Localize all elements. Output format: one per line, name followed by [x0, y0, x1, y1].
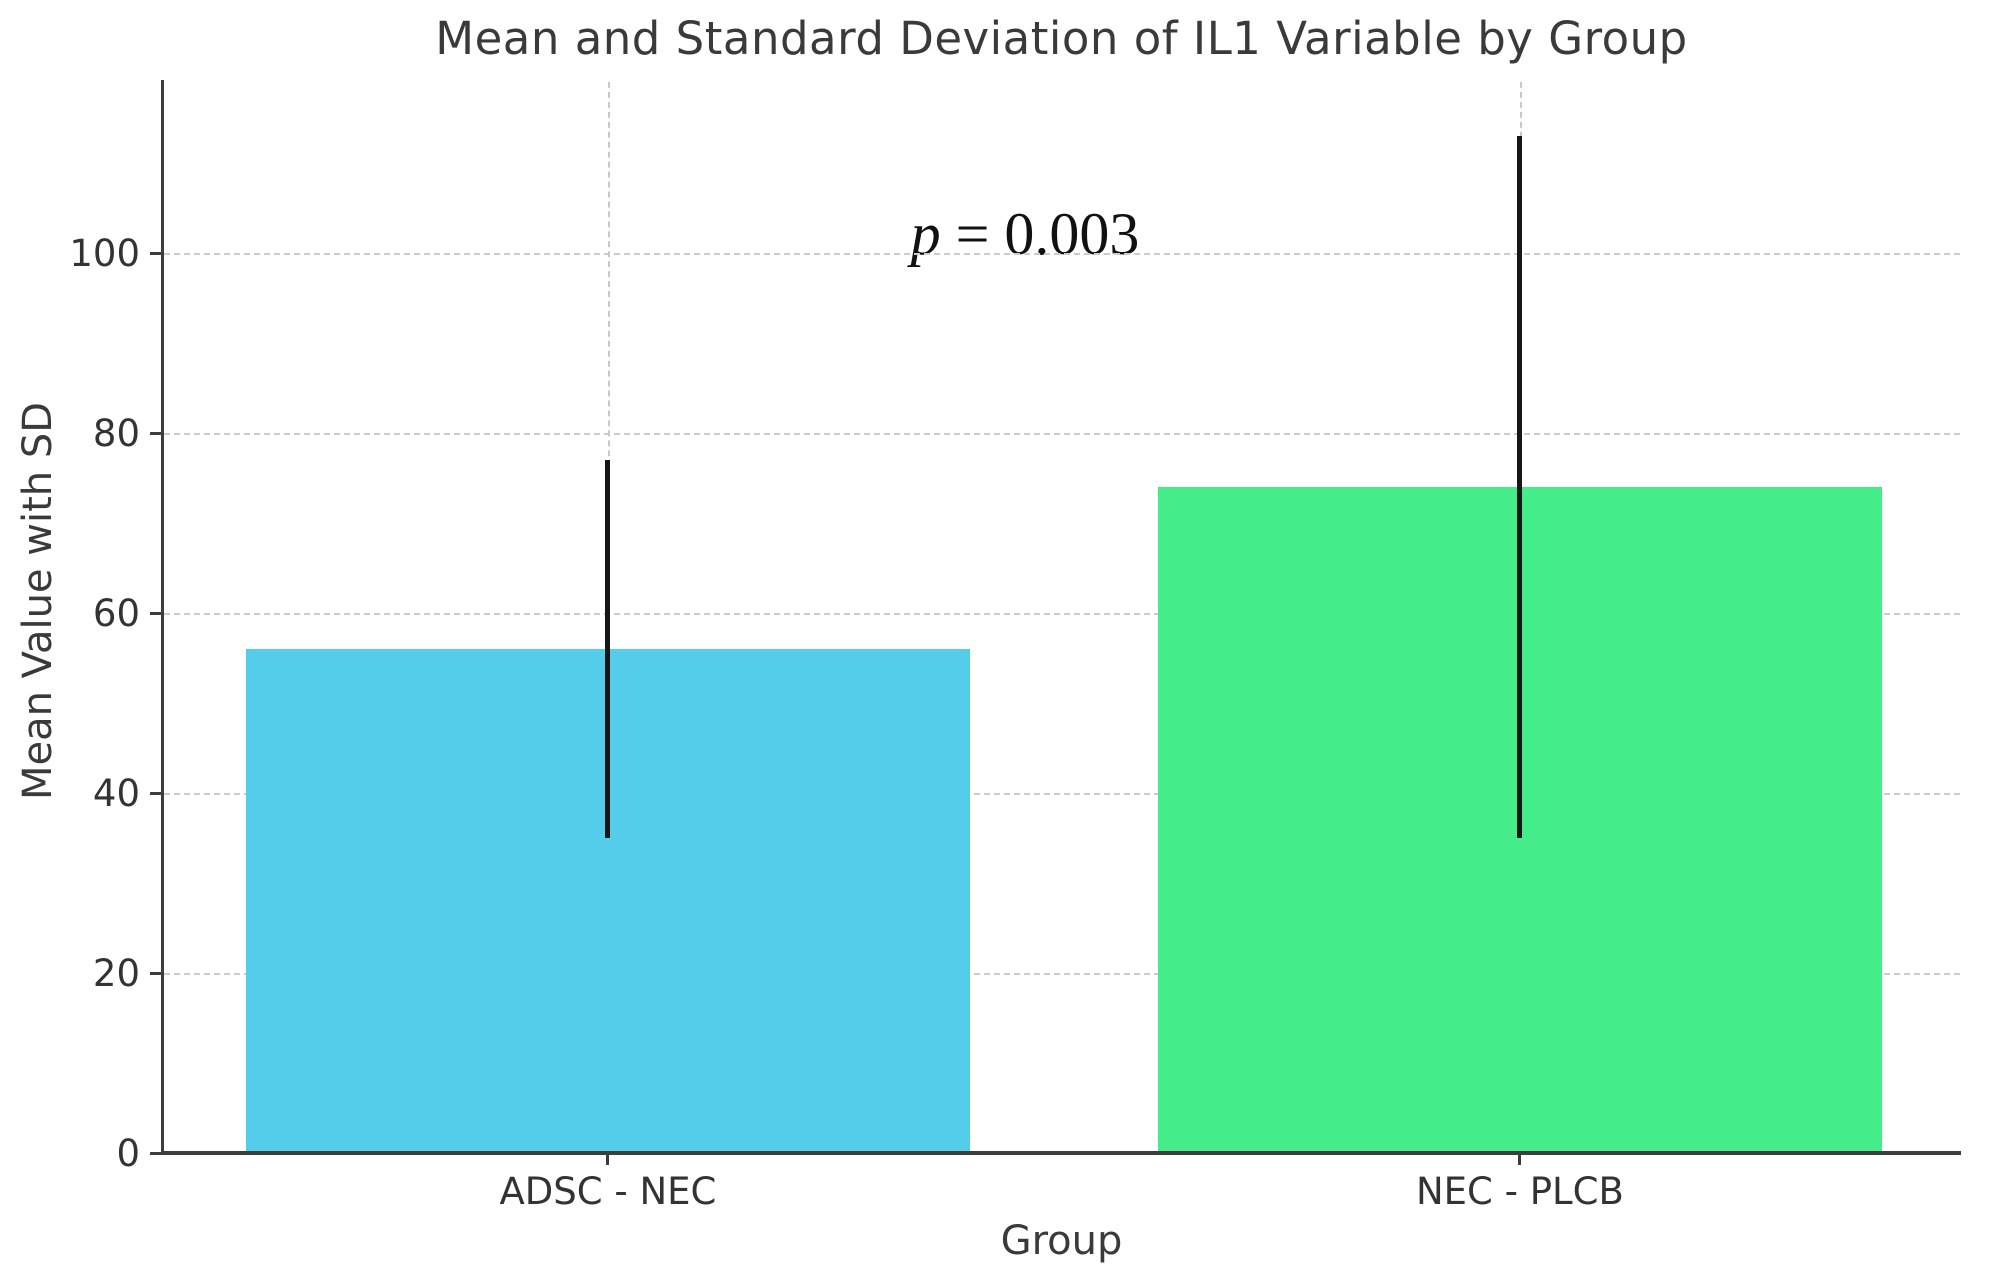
y-tick-label-20: 20 [92, 952, 140, 995]
error-bar-1 [605, 460, 611, 838]
y-tick-label-80: 80 [92, 412, 140, 455]
h-gridline-40 [164, 793, 1960, 795]
x-tick-label-1: ADSC - NEC [499, 1170, 717, 1213]
p-value-text: = 0.003 [940, 201, 1140, 267]
y-tick-label-60: 60 [92, 592, 140, 635]
y-tick-mark-40 [150, 792, 162, 795]
x-axis-label: Group [1000, 1218, 1123, 1264]
p-value-annotation: p = 0.003 [911, 200, 1140, 269]
y-tick-mark-100 [150, 252, 162, 255]
x-tick-label-2: NEC - PLCB [1415, 1170, 1624, 1213]
y-tick-label-40: 40 [92, 772, 140, 815]
h-gridline-60 [164, 613, 1960, 615]
x-tick-mark-2 [1518, 1155, 1522, 1165]
y-tick-mark-60 [150, 612, 162, 615]
chart-title: Mean and Standard Deviation of IL1 Varia… [435, 12, 1688, 65]
h-gridline-80 [164, 433, 1960, 435]
y-tick-mark-80 [150, 432, 162, 435]
error-bar-2 [1517, 136, 1523, 838]
y-tick-label-0: 0 [116, 1132, 140, 1175]
h-gridline-20 [164, 973, 1960, 975]
y-tick-mark-20 [150, 972, 162, 975]
h-gridline-100 [164, 253, 1960, 255]
y-axis-spine [161, 80, 164, 1155]
x-axis-spine [161, 1151, 1961, 1155]
y-tick-mark-0 [150, 1152, 162, 1155]
x-tick-mark-1 [606, 1155, 610, 1165]
y-tick-label-100: 100 [69, 232, 140, 275]
p-symbol: p [910, 201, 941, 267]
